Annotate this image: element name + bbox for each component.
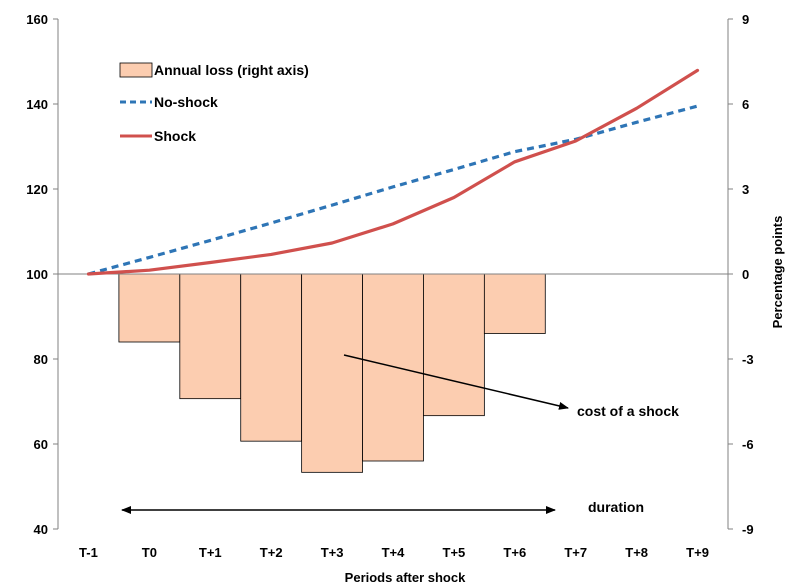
y-left-tick-label: 140 <box>26 97 48 112</box>
legend-label-no-shock: No-shock <box>154 94 218 110</box>
bar-T+6 <box>483 273 546 334</box>
bar-T+4 <box>362 273 424 462</box>
x-tick-label: T+3 <box>321 545 344 560</box>
bar-T+3 <box>301 273 363 473</box>
y-left-tick-label: 40 <box>34 522 48 537</box>
x-tick-label: T0 <box>142 545 157 560</box>
y-left-tick-label: 160 <box>26 12 48 27</box>
y-left-tick-label: 120 <box>26 182 48 197</box>
lines-layer <box>86 68 700 276</box>
x-tick-label: T+4 <box>382 545 406 560</box>
series-line-shock <box>86 68 700 276</box>
duration-annotation: duration <box>588 499 644 515</box>
y-right-tick-label: 6 <box>742 97 749 112</box>
legend-label-shock: Shock <box>154 128 196 144</box>
y-left-tick-label: 60 <box>34 437 48 452</box>
x-axis-title: Periods after shock <box>345 570 466 585</box>
bar-T+2 <box>240 273 303 442</box>
y-right-tick-label: 9 <box>742 12 749 27</box>
y-right-tick-label: 3 <box>742 182 749 197</box>
y-right-axis-title: Percentage points <box>770 216 785 329</box>
legend-label-annual-loss: Annual loss (right axis) <box>154 62 309 78</box>
y-left-tick-label: 100 <box>26 267 48 282</box>
cost-arrow <box>343 354 569 410</box>
x-tick-label: T+8 <box>625 545 648 560</box>
x-tick-label: T+5 <box>443 545 466 560</box>
y-left-tick-label: 80 <box>34 352 48 367</box>
x-tick-label: T-1 <box>79 545 98 560</box>
x-tick-label: T+1 <box>199 545 222 560</box>
y-right-tick-label: -6 <box>742 437 754 452</box>
bar-T0 <box>118 273 181 343</box>
y-right-tick-label: -3 <box>742 352 754 367</box>
cost-annotation: cost of a shock <box>577 403 679 419</box>
series-line-no-shock <box>88 104 698 276</box>
x-tick-label: T+9 <box>686 545 709 560</box>
bar-T+5 <box>423 273 485 417</box>
legend-swatch-annual-loss <box>119 62 153 78</box>
bar-T+1 <box>179 273 242 400</box>
y-right-tick-label: 0 <box>742 267 749 282</box>
x-tick-label: T+2 <box>260 545 283 560</box>
y-right-tick-label: -9 <box>742 522 754 537</box>
x-tick-label: T+7 <box>564 545 587 560</box>
legend: Annual loss (right axis) No-shock Shock <box>119 62 309 144</box>
ticks-layer: 40 60 80 100 120 140 160 -9 -6 -3 0 3 6 9 T-1 T0 T+1 T+2 T… <box>26 12 753 560</box>
bars-layer <box>118 273 546 473</box>
x-tick-label: T+6 <box>503 545 526 560</box>
